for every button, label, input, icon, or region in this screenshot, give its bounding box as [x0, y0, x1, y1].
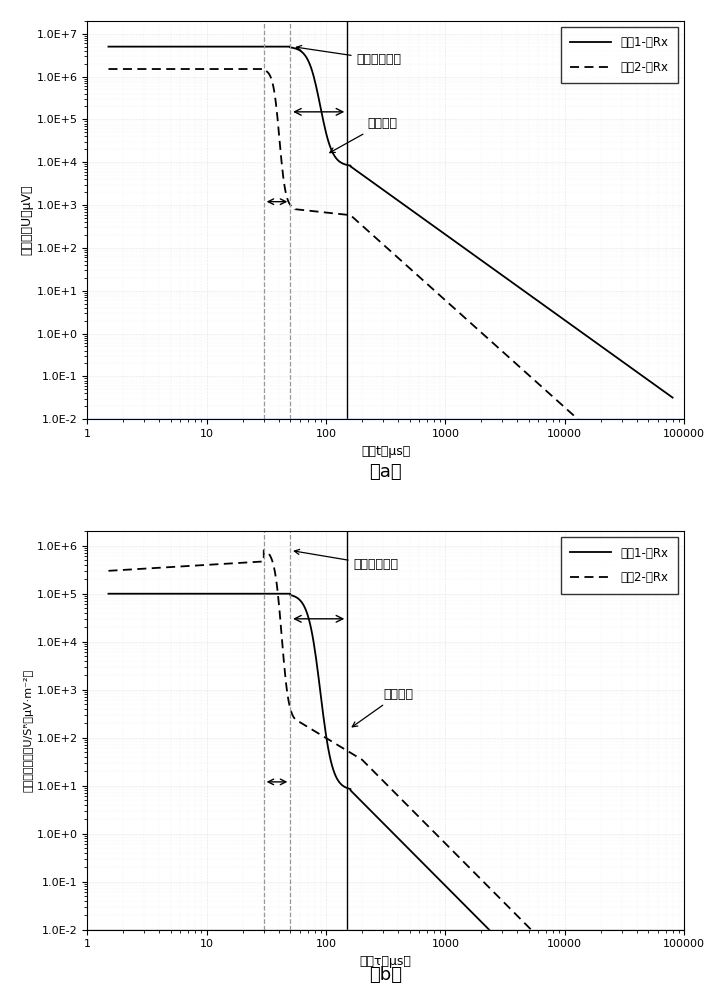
Text: 退出饱和信道: 退出饱和信道	[296, 45, 401, 66]
曲线2-小Rx	[267, 74, 276, 86]
Text: （a）: （a）	[370, 463, 402, 481]
曲线2-小Rx	[129, 563, 138, 575]
曲线2-小Rx	[104, 565, 113, 577]
Line: 曲线2-小Rx: 曲线2-小Rx	[108, 550, 648, 1000]
Y-axis label: 感应电压U（μV）: 感应电压U（μV）	[21, 185, 34, 255]
X-axis label: 时间t（μs）: 时间t（μs）	[362, 444, 410, 458]
Y-axis label: 归一化感应电压U/Sᴿ（μV·m⁻²）: 归一化感应电压U/Sᴿ（μV·m⁻²）	[24, 669, 34, 792]
Text: 退出饱和信道: 退出饱和信道	[294, 549, 399, 571]
Text: 过渡时间: 过渡时间	[352, 688, 413, 727]
曲线1-大Rx	[558, 312, 566, 324]
曲线1-大Rx	[240, 41, 248, 53]
曲线2-小Rx	[221, 558, 230, 570]
Text: （b）: （b）	[370, 966, 402, 984]
曲线1-大Rx	[542, 981, 550, 993]
曲线1-大Rx	[340, 781, 348, 793]
曲线1-大Rx	[340, 158, 348, 170]
曲线1-大Rx	[104, 41, 113, 53]
X-axis label: 时间τ（μs）: 时间τ（μs）	[360, 955, 412, 968]
Line: 曲线1-大Rx: 曲线1-大Rx	[108, 47, 672, 398]
曲线2-小Rx	[142, 563, 151, 575]
曲线1-大Rx	[110, 588, 119, 600]
曲线2-小Rx	[668, 498, 677, 510]
Line: 曲线2-小Rx: 曲线2-小Rx	[108, 69, 672, 504]
Text: 过渡时间: 过渡时间	[330, 117, 397, 153]
曲线2-小Rx	[259, 544, 268, 556]
曲线2-小Rx	[271, 91, 280, 103]
曲线1-大Rx	[240, 588, 248, 600]
曲线2-小Rx	[263, 546, 272, 558]
曲线1-大Rx	[110, 41, 119, 53]
曲线1-大Rx	[104, 588, 113, 600]
曲线2-小Rx	[593, 431, 602, 443]
曲线2-小Rx	[104, 63, 113, 75]
Legend: 曲线1-大Rx, 曲线2-小Rx: 曲线1-大Rx, 曲线2-小Rx	[560, 27, 678, 83]
曲线1-大Rx	[334, 154, 343, 166]
Legend: 曲线1-大Rx, 曲线2-小Rx: 曲线1-大Rx, 曲线2-小Rx	[560, 537, 678, 594]
曲线1-大Rx	[668, 392, 677, 404]
曲线2-小Rx	[586, 983, 595, 995]
曲线2-小Rx	[580, 419, 589, 431]
曲线2-小Rx	[558, 399, 566, 411]
Line: 曲线1-大Rx: 曲线1-大Rx	[108, 594, 648, 1000]
曲线1-大Rx	[334, 775, 343, 787]
曲线1-大Rx	[597, 340, 605, 352]
曲线2-小Rx	[343, 209, 351, 221]
